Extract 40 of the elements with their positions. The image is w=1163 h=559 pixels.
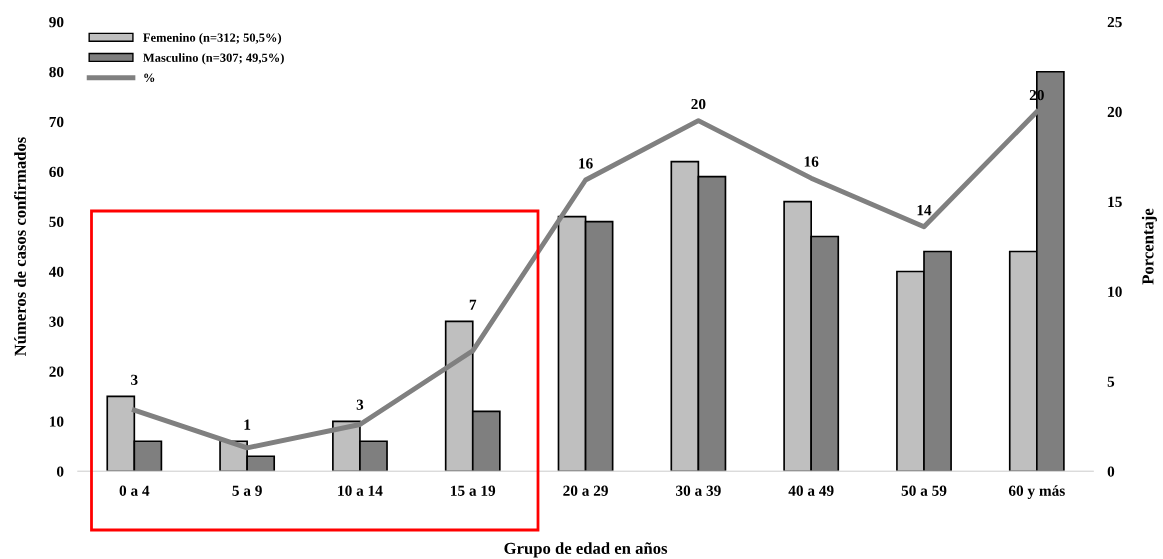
x-tick-label: 30 a 39 [676, 485, 721, 496]
y2-tick-label: 0 [1107, 466, 1115, 477]
x-tick-label: 40 a 49 [788, 485, 834, 496]
data-label: 3 [131, 374, 138, 385]
y2-tick-label: 15 [1108, 196, 1122, 208]
y-tick-label: 60 [49, 166, 64, 178]
x-tick-label: 0 a 4 [119, 485, 150, 496]
x-tick-label: 15 a 19 [451, 485, 496, 496]
data-label: 1 [244, 419, 251, 430]
x-tick-label: 60 y más [1008, 485, 1065, 500]
data-label: 3 [356, 399, 364, 410]
y-tick-label: 30 [49, 316, 64, 327]
legend-label: Masculino (n=307; 49,5%) [143, 53, 284, 65]
legend-label: Femenino (n=312; 50,5%) [143, 33, 282, 45]
data-label: 14 [917, 205, 932, 216]
y-tick-label: 90 [49, 16, 64, 28]
y-tick-label: 80 [49, 66, 64, 78]
data-label: 16 [579, 158, 593, 169]
x-axis-title: Grupo de edad en años [504, 542, 668, 558]
data-label: 20 [691, 98, 706, 110]
y2-tick-label: 10 [1108, 286, 1122, 297]
y2-axis-title: Porcentaje [1141, 208, 1157, 285]
y-tick-label: 50 [49, 216, 64, 227]
y-tick-label: 20 [49, 366, 64, 377]
y-tick-label: 70 [49, 116, 64, 128]
y2-tick-label: 20 [1107, 106, 1122, 118]
x-tick-label: 20 a 29 [563, 485, 608, 496]
y2-tick-label: 5 [1107, 376, 1115, 387]
x-tick-label: 5 a 9 [232, 485, 262, 496]
y-tick-label: 40 [48, 266, 64, 277]
y-tick-label: 10 [49, 416, 64, 427]
y2-tick-label: 25 [1107, 16, 1122, 28]
data-label: 7 [469, 299, 477, 310]
data-label: 16 [804, 156, 819, 167]
legend-label: % [144, 73, 155, 83]
data-label: 20 [1029, 89, 1044, 101]
x-tick-label: 10 a 14 [338, 485, 383, 496]
y-tick-label: 0 [56, 466, 64, 477]
y-axis-title: Números de casos confirmados [14, 137, 26, 356]
x-tick-label: 50 a 59 [901, 485, 947, 496]
